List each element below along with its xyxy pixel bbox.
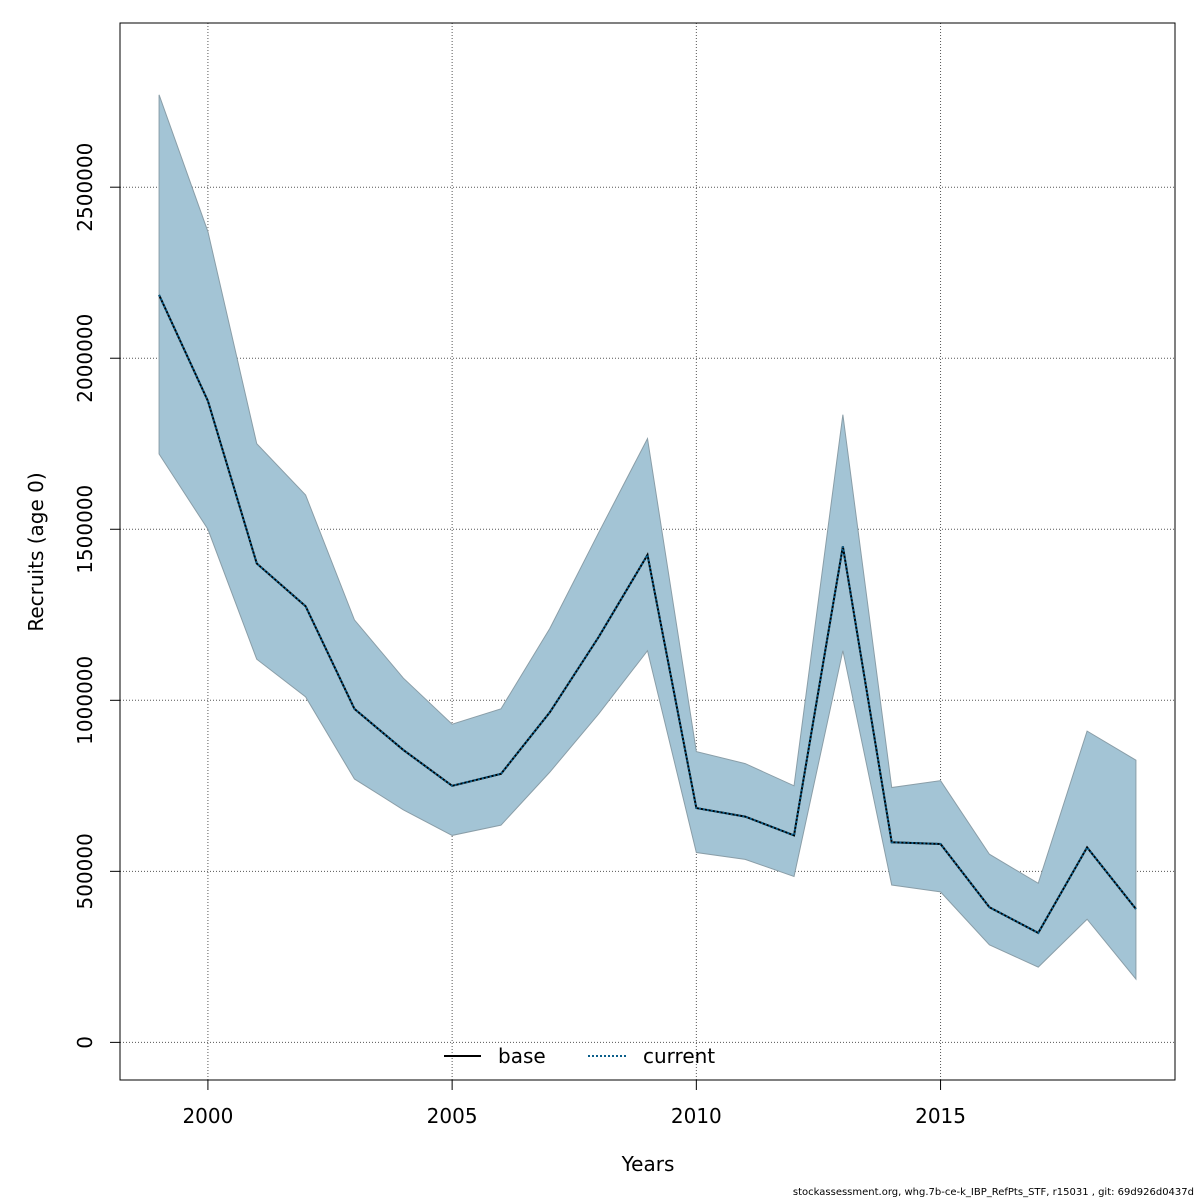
footer-credit: stockassessment.org, whg.7b-ce-k_IBP_Ref…: [792, 1187, 1194, 1198]
x-axis: 2000 2005 2010 2015: [182, 1079, 966, 1128]
y-tick-label: 2000000: [73, 314, 97, 403]
x-axis-label: Years: [621, 1152, 675, 1176]
y-tick-label: 1500000: [73, 485, 97, 574]
y-tick-label: 500000: [73, 833, 97, 909]
confidence-band: [158, 94, 1137, 981]
series-line-current: [158, 294, 1137, 935]
y-axis-label: Recruits (age 0): [24, 472, 48, 631]
y-tick-label: 1000000: [73, 656, 97, 745]
confidence-band-area: [158, 94, 1137, 981]
series-lines: [158, 294, 1137, 935]
legend-label-base: base: [498, 1044, 546, 1068]
y-tick-label: 2500000: [73, 143, 97, 232]
x-tick-label: 2000: [182, 1104, 233, 1128]
x-tick-label: 2015: [915, 1104, 966, 1128]
legend: base current: [444, 1044, 715, 1068]
y-tick-label: 0: [73, 1036, 97, 1049]
x-tick-label: 2010: [671, 1104, 722, 1128]
x-tick-label: 2005: [427, 1104, 478, 1128]
y-axis: 0 500000 1000000 1500000 2000000 2500000: [73, 143, 121, 1049]
legend-label-current: current: [643, 1044, 715, 1068]
